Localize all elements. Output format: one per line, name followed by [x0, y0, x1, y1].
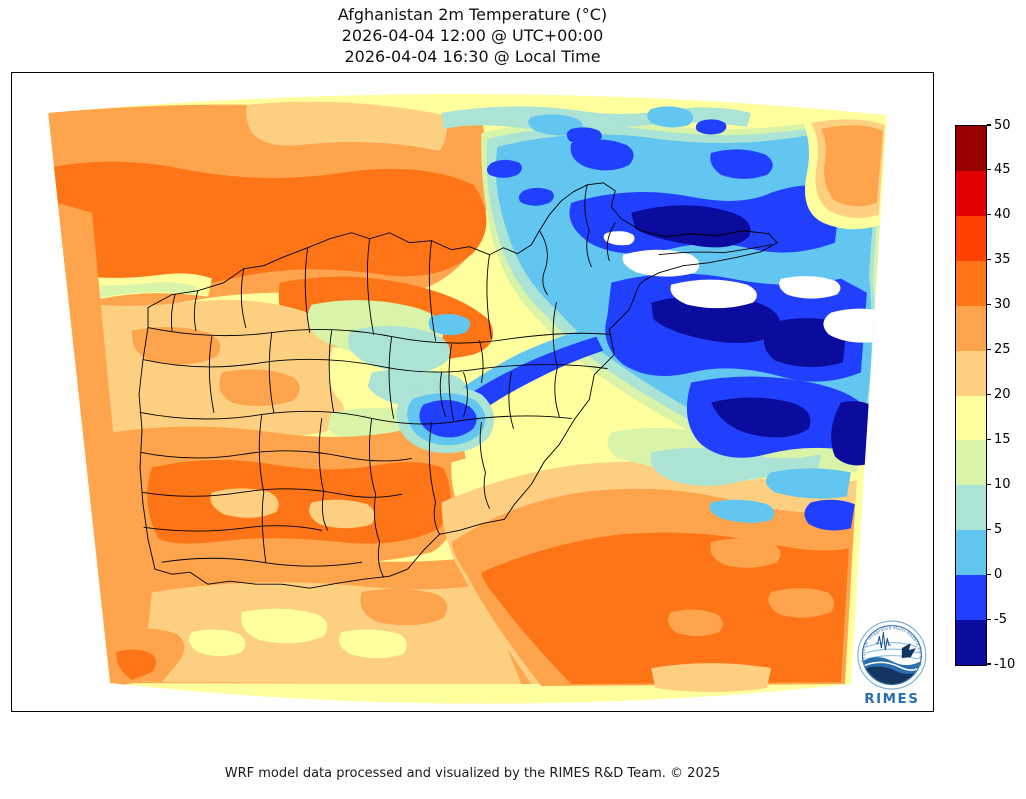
colorbar-segment	[956, 170, 986, 216]
colorbar-segment	[956, 395, 986, 441]
rimes-logo: Regional Integrated Multi-Hazard Early W…	[857, 620, 927, 707]
colorbar-segments	[955, 125, 987, 666]
title-line-2: 2026-04-04 12:00 @ UTC+00:00	[341, 26, 604, 45]
title-line-1: Afghanistan 2m Temperature (°C)	[337, 5, 608, 24]
cold-navy-cores	[631, 205, 873, 466]
contour-tan-top-sliver	[246, 101, 447, 151]
hot-bottomleft-corner-bits	[116, 649, 156, 681]
contour-aqua-eastcenter	[650, 447, 821, 486]
chart-title: Afghanistan 2m Temperature (°C) 2026-04-…	[11, 4, 934, 67]
contour-orange-blobs-west	[131, 327, 300, 407]
logo-wave-lower	[862, 666, 921, 685]
contour-lightblue-eastcenter	[709, 468, 851, 523]
map-frame: Regional Integrated Multi-Hazard Early W…	[11, 72, 934, 712]
colorbar-segment	[956, 440, 986, 486]
below-scale-white-patches	[603, 231, 887, 343]
colorbar-segment	[956, 260, 986, 306]
colorbar-segment	[956, 530, 986, 576]
logo-wordmark: RIMES	[864, 691, 919, 707]
title-line-3: 2026-04-04 16:30 @ Local Time	[344, 47, 601, 66]
temperature-field	[48, 93, 887, 704]
warm-northeast-corner	[820, 125, 883, 207]
contour-tan-bottom-sliver	[651, 663, 772, 693]
footer-credit: WRF model data processed and visualized …	[224, 766, 721, 781]
colorbar-segment	[956, 215, 986, 261]
contour-lightblue-center-spots	[428, 314, 471, 336]
logo-artwork	[862, 632, 921, 685]
contour-lightblue-top-spots	[528, 106, 694, 136]
colorbar-segment	[956, 305, 986, 351]
temperature-map: Regional Integrated Multi-Hazard Early W…	[48, 93, 927, 707]
province-boundaries	[138, 182, 778, 589]
colorbar-segment	[956, 620, 986, 666]
colorbar-segment	[956, 350, 986, 396]
colorbar-segment	[956, 126, 986, 171]
logo-bird-icon	[901, 643, 916, 659]
logo-seismograph-icon	[875, 632, 891, 651]
contour-blue-eastedge	[804, 499, 855, 531]
colorbar-segment	[956, 575, 986, 621]
hot-southeast-core	[481, 532, 849, 685]
colorbar-segment	[956, 485, 986, 531]
contour-blue-top-spots	[566, 119, 727, 145]
contour-orange-spots-southeast	[667, 538, 835, 637]
cold-blue-kabul-blob	[419, 399, 477, 438]
